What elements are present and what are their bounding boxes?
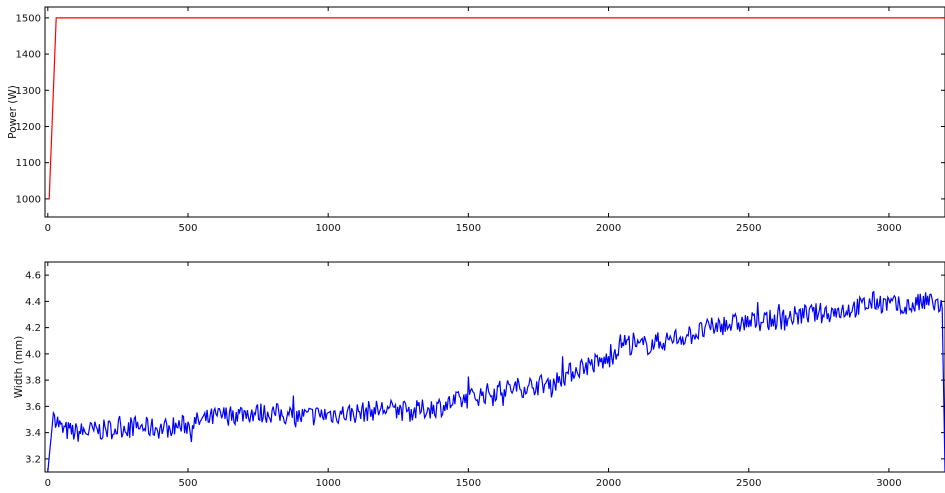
y-tick-label: 4.0 xyxy=(25,349,41,360)
series-line-1 xyxy=(47,290,945,472)
x-tick-label: 0 xyxy=(45,478,51,489)
x-tick-label: 3000 xyxy=(876,223,901,234)
x-tick-label: 2500 xyxy=(736,223,761,234)
x-tick-label: 1500 xyxy=(456,223,481,234)
y-tick-label: 1000 xyxy=(16,194,41,205)
x-tick-label: 1000 xyxy=(315,223,340,234)
y-tick-label: 1500 xyxy=(16,13,41,24)
chart-panel-2: 0 500 1000 1500 2000 2500 3000 3.2 3.4 3.6 3.8 4.0 4… xyxy=(13,261,945,489)
y-tick-label: 3.6 xyxy=(25,402,41,413)
y-tick-label: 4.6 xyxy=(25,271,41,282)
x-tick-label: 2000 xyxy=(596,478,621,489)
y-tick-label: 3.8 xyxy=(25,376,41,387)
y-tick-label: 4.4 xyxy=(25,297,41,308)
y-tick-label: 4.2 xyxy=(25,323,41,334)
x-tick-label: 2000 xyxy=(596,223,621,234)
x-tick-label: 500 xyxy=(178,478,197,489)
y-tick-label: 1300 xyxy=(16,86,41,97)
x-tick-label: 500 xyxy=(178,223,197,234)
plot-frame xyxy=(44,6,945,218)
y-tick-label: 1400 xyxy=(16,50,41,61)
y-tick-label: 1200 xyxy=(16,122,41,133)
y-axis-label: Power (W) xyxy=(7,85,19,139)
x-tick-label: 1500 xyxy=(456,478,481,489)
x-tick-label: 3000 xyxy=(876,478,901,489)
chart-panel-1: 0 500 1000 1500 2000 2500 3000 1000 1100 1200 1300… xyxy=(7,6,945,234)
y-tick-label: 1100 xyxy=(16,158,41,169)
y-axis-label: Width (mm) xyxy=(13,336,25,399)
plot-frame xyxy=(44,261,945,473)
y-tick-label: 3.2 xyxy=(25,454,41,465)
x-tick-label: 2500 xyxy=(736,478,761,489)
series-line-1 xyxy=(47,17,945,200)
x-tick-label: 0 xyxy=(45,223,51,234)
x-tick-label: 1000 xyxy=(315,478,340,489)
y-tick-label: 3.4 xyxy=(25,428,41,439)
